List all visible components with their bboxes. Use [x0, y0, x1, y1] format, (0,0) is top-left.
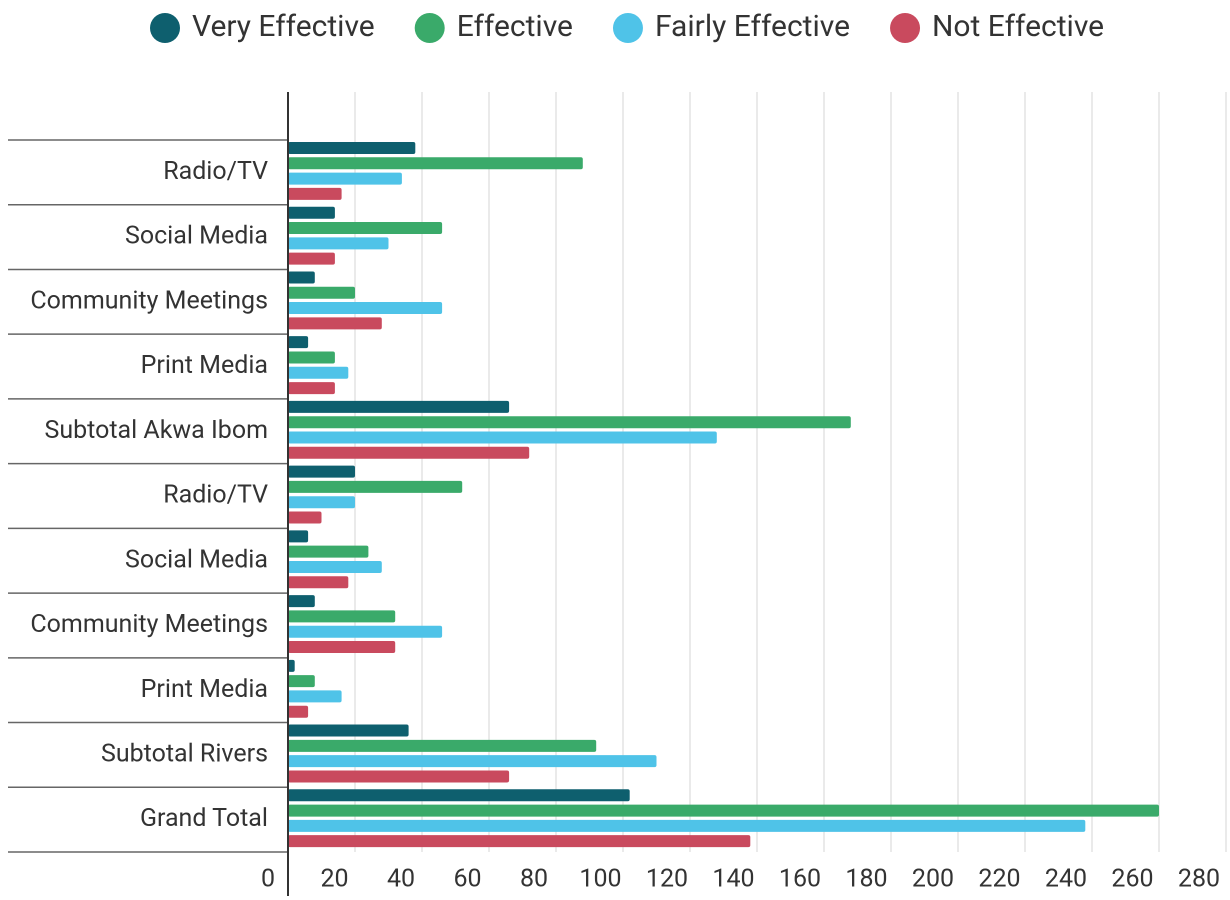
bar — [288, 317, 382, 330]
legend-swatch — [150, 13, 180, 43]
x-tick-label: 0 — [261, 865, 275, 894]
y-tick-label: Subtotal Akwa Ibom — [45, 416, 269, 445]
bar — [288, 187, 342, 200]
bar — [288, 530, 309, 543]
x-tick-label: 80 — [520, 865, 548, 894]
bar — [288, 222, 443, 235]
x-tick-label: 180 — [845, 865, 887, 894]
bar — [288, 770, 510, 783]
bar — [288, 511, 322, 524]
y-tick-label: Community Meetings — [30, 286, 268, 315]
bar — [288, 595, 315, 608]
bar — [288, 819, 1086, 832]
x-tick-label: 140 — [712, 865, 754, 894]
bar — [288, 659, 295, 672]
y-tick-label: Radio/TV — [163, 481, 268, 510]
bar — [288, 286, 355, 299]
y-tick-label: Social Media — [125, 545, 268, 574]
x-tick-label: 20 — [320, 865, 348, 894]
bar — [288, 351, 335, 364]
bar — [288, 724, 409, 737]
bar — [288, 560, 382, 573]
bar — [288, 496, 355, 509]
legend-label: Very Effective — [192, 9, 375, 44]
bar — [288, 172, 402, 185]
x-tick-label: 40 — [387, 865, 415, 894]
legend-label: Effective — [457, 9, 573, 44]
bar — [288, 431, 717, 444]
bar — [288, 545, 369, 558]
bar — [288, 416, 851, 429]
x-tick-label: 220 — [978, 865, 1020, 894]
bar — [288, 271, 315, 284]
y-tick-label: Radio/TV — [163, 157, 268, 186]
bar — [288, 252, 335, 265]
bar — [288, 206, 335, 219]
legend-swatch — [414, 13, 445, 43]
y-tick-label: Community Meetings — [30, 610, 268, 639]
bar — [288, 640, 396, 653]
legend-swatch — [612, 13, 643, 43]
bar — [288, 705, 309, 718]
y-tick-label: Print Media — [141, 675, 268, 704]
y-tick-label: Social Media — [125, 222, 268, 251]
x-tick-label: 100 — [579, 865, 621, 894]
x-tick-label: 200 — [912, 865, 954, 894]
bar — [288, 804, 1159, 817]
bar — [288, 382, 335, 395]
legend-swatch — [890, 13, 921, 43]
bar — [288, 739, 597, 752]
legend-label: Fairly Effective — [655, 9, 850, 44]
legend-label: Not Effective — [932, 9, 1104, 44]
x-tick-label: 160 — [779, 865, 821, 894]
y-tick-label: Subtotal Rivers — [101, 740, 268, 769]
x-tick-label: 280 — [1178, 865, 1220, 894]
x-tick-label: 240 — [1045, 865, 1087, 894]
bar — [288, 446, 530, 459]
bar — [288, 625, 443, 638]
bar — [288, 835, 751, 848]
bar — [288, 675, 315, 688]
bar — [288, 142, 416, 154]
bar — [288, 690, 342, 703]
bar — [288, 465, 355, 478]
bar — [288, 576, 349, 589]
y-tick-label: Print Media — [141, 351, 268, 380]
x-tick-label: 120 — [646, 865, 688, 894]
bar — [288, 302, 443, 315]
bar — [288, 400, 510, 413]
bar — [288, 336, 309, 349]
y-tick-label: Grand Total — [140, 804, 268, 833]
bar — [288, 157, 583, 170]
bar — [288, 610, 396, 623]
bar — [288, 789, 630, 802]
bar — [288, 755, 657, 768]
bar — [288, 237, 389, 250]
x-tick-label: 260 — [1111, 865, 1153, 894]
bar — [288, 480, 463, 493]
x-tick-label: 60 — [453, 865, 481, 894]
bar — [288, 366, 349, 379]
